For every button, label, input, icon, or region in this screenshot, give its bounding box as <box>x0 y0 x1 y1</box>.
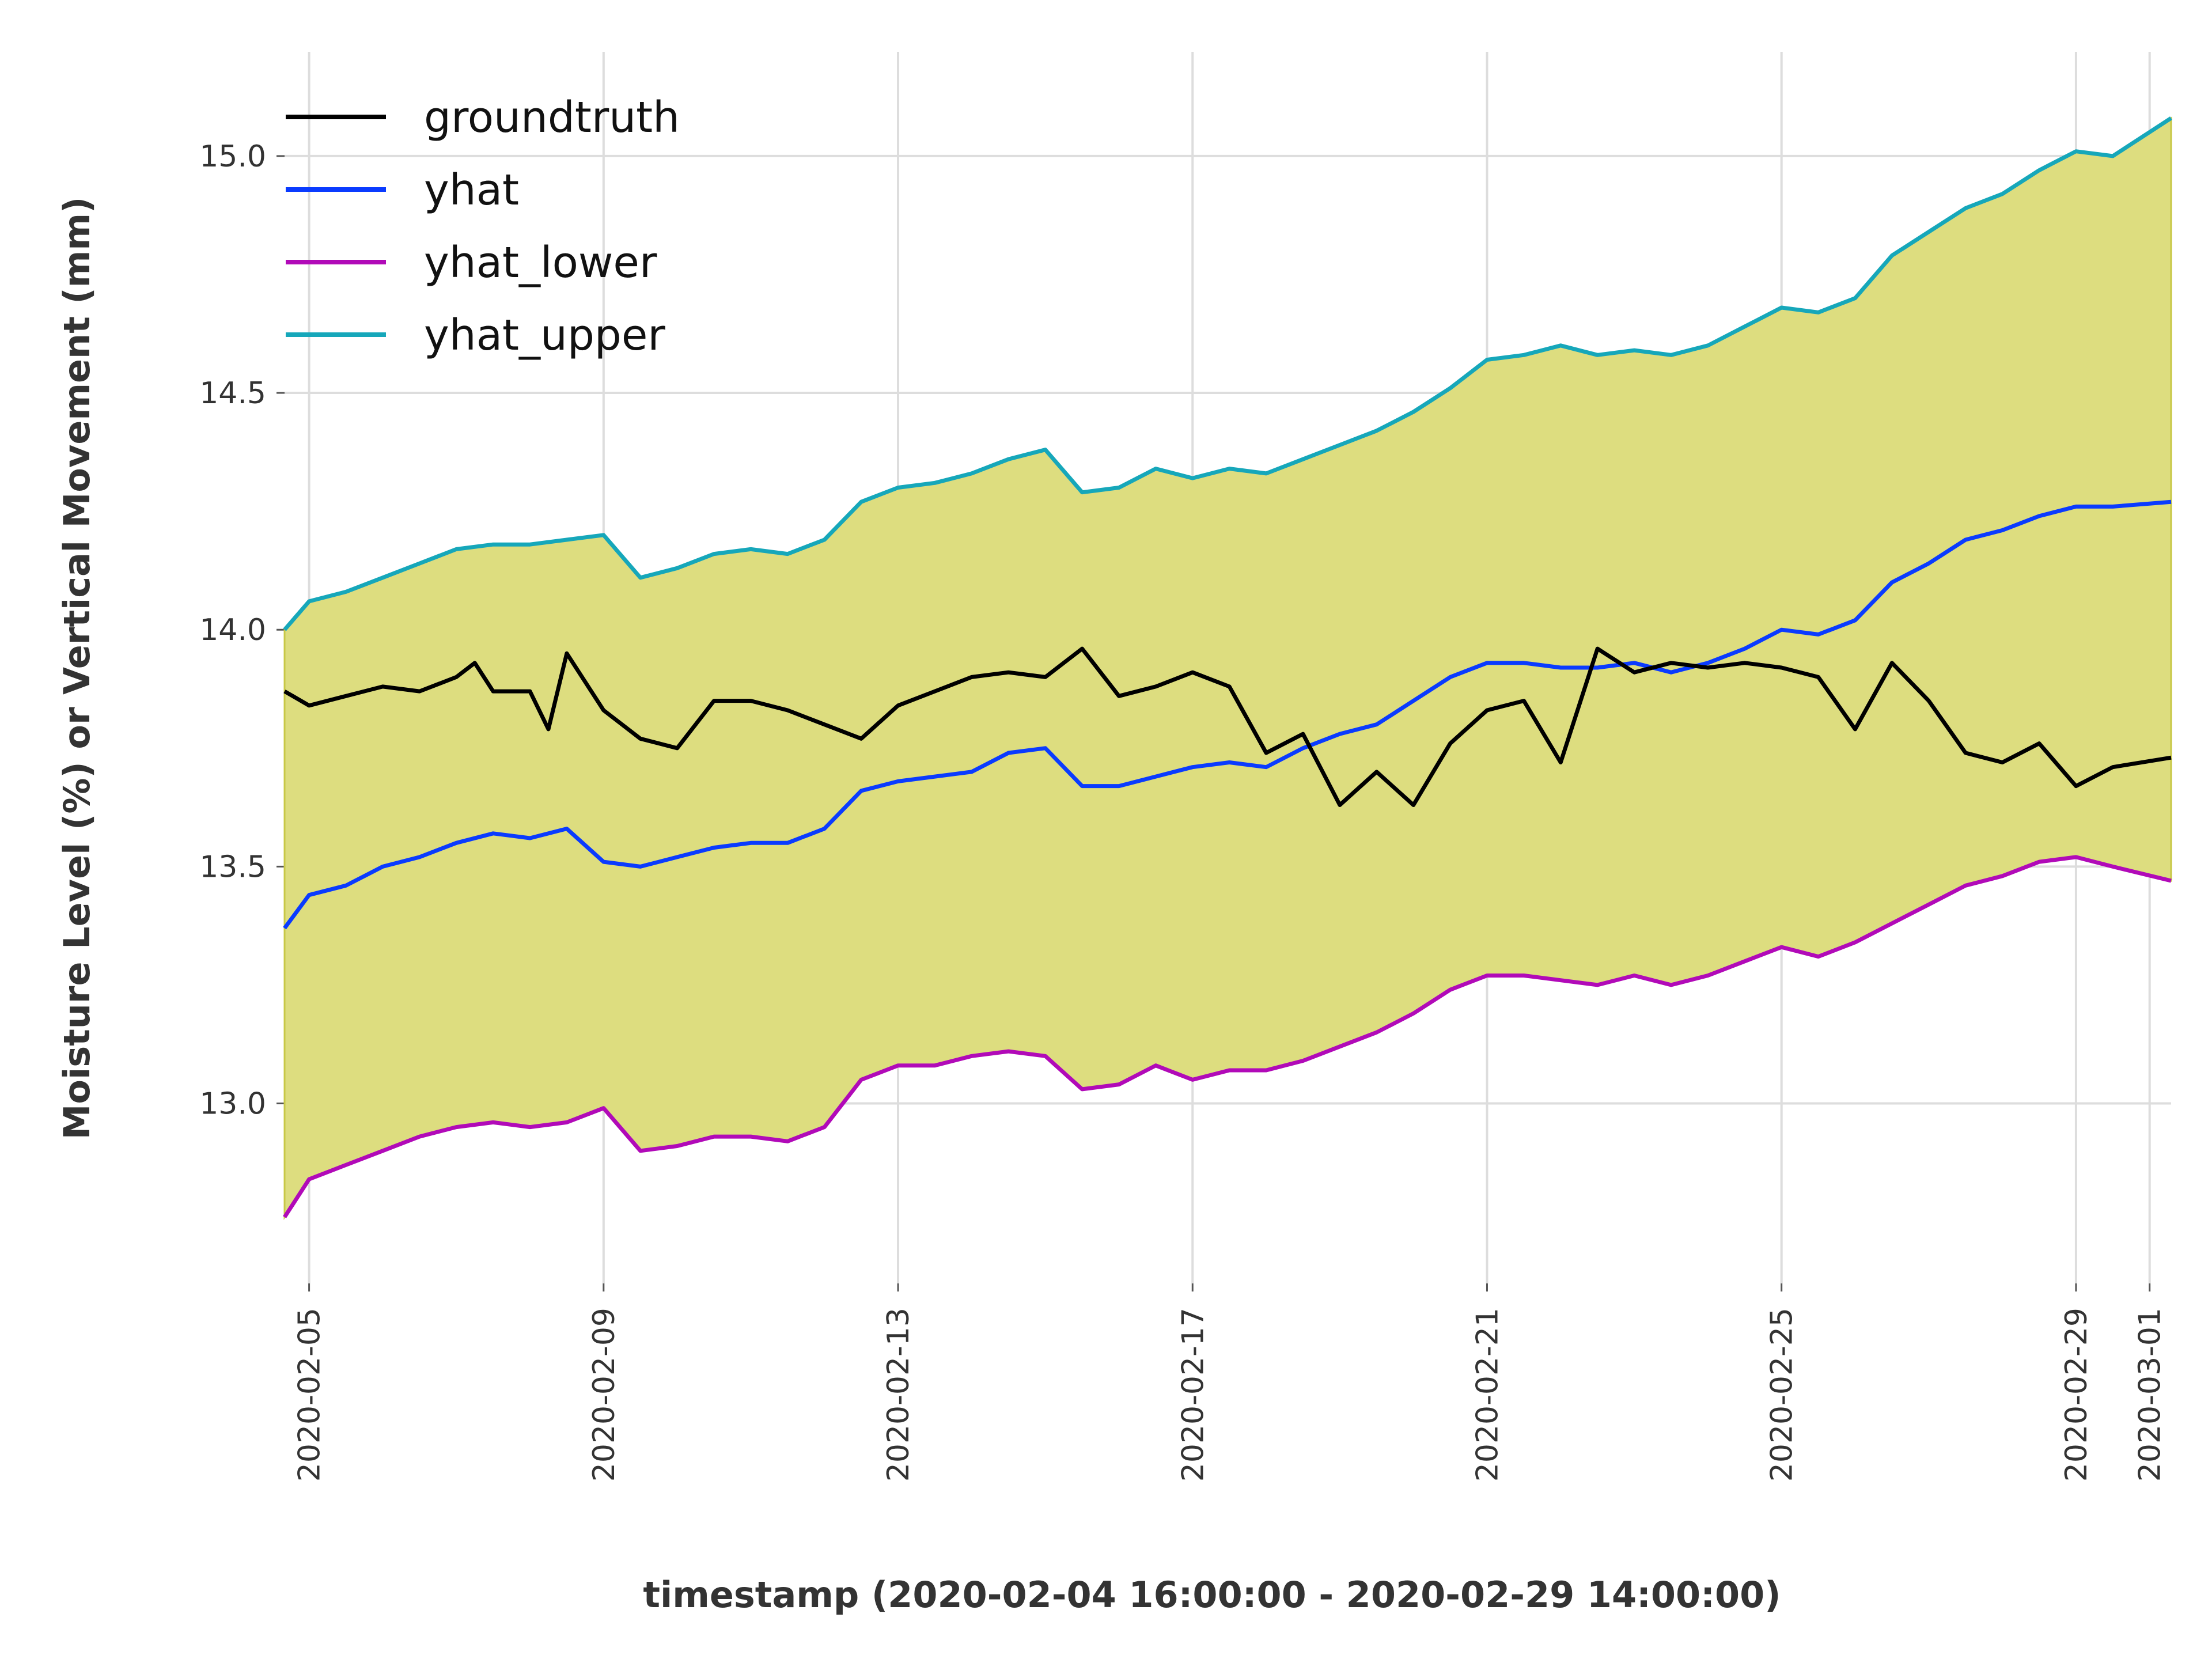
legend: groundtruth yhat yhat_lower yhat_upper <box>286 93 680 360</box>
x-tick-label: 2020-03-01 <box>2133 1308 2168 1482</box>
y-tick-label: 15.0 <box>199 139 266 174</box>
series-line-yhat <box>283 499 2172 930</box>
y-tick-label: 14.0 <box>199 613 266 647</box>
series-line-yhat-upper <box>283 116 2172 631</box>
x-tick-label: 2020-02-09 <box>587 1308 622 1482</box>
y-tick-label: 13.0 <box>199 1087 266 1122</box>
legend-label: yhat_lower <box>424 238 657 287</box>
x-axis-title: timestamp (2020-02-04 16:00:00 - 2020-02… <box>643 1574 1781 1616</box>
x-tick-label: 2020-02-29 <box>2059 1308 2094 1482</box>
y-tick-labels: 13.0 13.5 14.0 14.5 15.0 <box>199 139 266 1122</box>
x-tick-label: 2020-02-21 <box>1470 1308 1505 1482</box>
legend-label: groundtruth <box>424 93 680 142</box>
y-tick-label: 13.5 <box>199 850 266 884</box>
y-tick-label: 14.5 <box>199 376 266 411</box>
series-line-groundtruth <box>283 646 2172 807</box>
x-tick-label: 2020-02-05 <box>293 1308 327 1482</box>
y-axis-title: Moisture Level (%) or Vertical Movement … <box>56 197 98 1140</box>
x-tick-label: 2020-02-17 <box>1176 1308 1210 1482</box>
x-tick-label: 2020-02-25 <box>1765 1308 1800 1482</box>
x-tick-label: 2020-02-13 <box>881 1308 916 1482</box>
legend-label: yhat <box>424 165 519 215</box>
legend-label: yhat_upper <box>424 310 665 360</box>
series-lines <box>283 116 2172 1218</box>
x-tick-labels: 2020-02-05 2020-02-09 2020-02-13 2020-02-17… <box>293 1308 2168 1482</box>
series-line-yhat-lower <box>283 855 2172 1218</box>
